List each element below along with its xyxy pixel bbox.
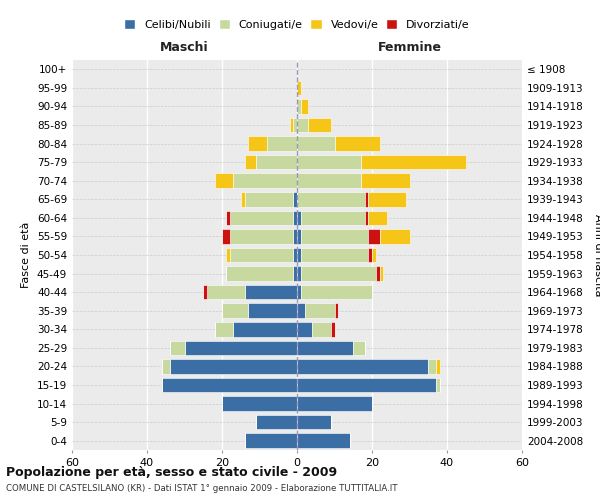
- Bar: [293, 192, 297, 206]
- Bar: [222, 304, 248, 318]
- Bar: [365, 210, 368, 225]
- Bar: [312, 322, 331, 336]
- Bar: [222, 229, 229, 244]
- Bar: [368, 229, 380, 244]
- Bar: [290, 118, 293, 132]
- Bar: [185, 340, 297, 355]
- Bar: [226, 266, 293, 281]
- Bar: [301, 285, 372, 300]
- Bar: [245, 285, 297, 300]
- Bar: [335, 304, 338, 318]
- Bar: [293, 229, 297, 244]
- Bar: [203, 285, 207, 300]
- Bar: [226, 210, 229, 225]
- Bar: [256, 415, 297, 430]
- Bar: [361, 155, 466, 170]
- Bar: [368, 248, 372, 262]
- Bar: [301, 229, 368, 244]
- Bar: [297, 192, 365, 206]
- Bar: [293, 248, 297, 262]
- Bar: [245, 434, 297, 448]
- Legend: Celibi/Nubili, Coniugati/e, Vedovi/e, Divorziati/e: Celibi/Nubili, Coniugati/e, Vedovi/e, Di…: [120, 15, 474, 34]
- Bar: [372, 248, 376, 262]
- Bar: [245, 192, 293, 206]
- Bar: [297, 304, 305, 318]
- Y-axis label: Fasce di età: Fasce di età: [22, 222, 31, 288]
- Bar: [297, 340, 353, 355]
- Bar: [297, 248, 301, 262]
- Y-axis label: Anni di nascita: Anni di nascita: [593, 214, 600, 296]
- Bar: [215, 174, 233, 188]
- Bar: [297, 155, 361, 170]
- Bar: [428, 359, 436, 374]
- Bar: [361, 174, 409, 188]
- Bar: [293, 266, 297, 281]
- Bar: [297, 80, 301, 95]
- Bar: [353, 340, 365, 355]
- Bar: [297, 118, 308, 132]
- Bar: [301, 99, 308, 114]
- Bar: [297, 415, 331, 430]
- Bar: [297, 285, 301, 300]
- Bar: [233, 174, 297, 188]
- Bar: [215, 322, 233, 336]
- Bar: [308, 118, 331, 132]
- Text: COMUNE DI CASTELSILANO (KR) - Dati ISTAT 1° gennaio 2009 - Elaborazione TUTTITAL: COMUNE DI CASTELSILANO (KR) - Dati ISTAT…: [6, 484, 398, 493]
- Bar: [380, 266, 383, 281]
- Bar: [436, 378, 439, 392]
- Bar: [267, 136, 297, 151]
- Bar: [222, 396, 297, 411]
- Bar: [297, 99, 301, 114]
- Bar: [293, 118, 297, 132]
- Bar: [297, 322, 312, 336]
- Bar: [297, 229, 301, 244]
- Bar: [293, 210, 297, 225]
- Bar: [301, 266, 376, 281]
- Bar: [297, 174, 361, 188]
- Text: Femmine: Femmine: [377, 42, 442, 54]
- Bar: [245, 155, 256, 170]
- Bar: [162, 359, 170, 374]
- Bar: [297, 266, 301, 281]
- Bar: [380, 229, 409, 244]
- Bar: [301, 248, 368, 262]
- Bar: [331, 322, 335, 336]
- Bar: [368, 210, 387, 225]
- Bar: [335, 136, 380, 151]
- Bar: [305, 304, 335, 318]
- Bar: [207, 285, 245, 300]
- Text: Popolazione per età, sesso e stato civile - 2009: Popolazione per età, sesso e stato civil…: [6, 466, 337, 479]
- Bar: [229, 248, 293, 262]
- Bar: [376, 266, 380, 281]
- Bar: [297, 396, 372, 411]
- Bar: [170, 340, 185, 355]
- Bar: [248, 304, 297, 318]
- Bar: [365, 192, 368, 206]
- Bar: [241, 192, 245, 206]
- Bar: [226, 248, 229, 262]
- Text: Maschi: Maschi: [160, 42, 209, 54]
- Bar: [297, 359, 428, 374]
- Bar: [248, 136, 267, 151]
- Bar: [170, 359, 297, 374]
- Bar: [233, 322, 297, 336]
- Bar: [297, 210, 301, 225]
- Bar: [229, 210, 293, 225]
- Bar: [301, 210, 365, 225]
- Bar: [297, 136, 335, 151]
- Bar: [297, 434, 349, 448]
- Bar: [436, 359, 439, 374]
- Bar: [297, 378, 436, 392]
- Bar: [229, 229, 293, 244]
- Bar: [162, 378, 297, 392]
- Bar: [256, 155, 297, 170]
- Bar: [368, 192, 406, 206]
